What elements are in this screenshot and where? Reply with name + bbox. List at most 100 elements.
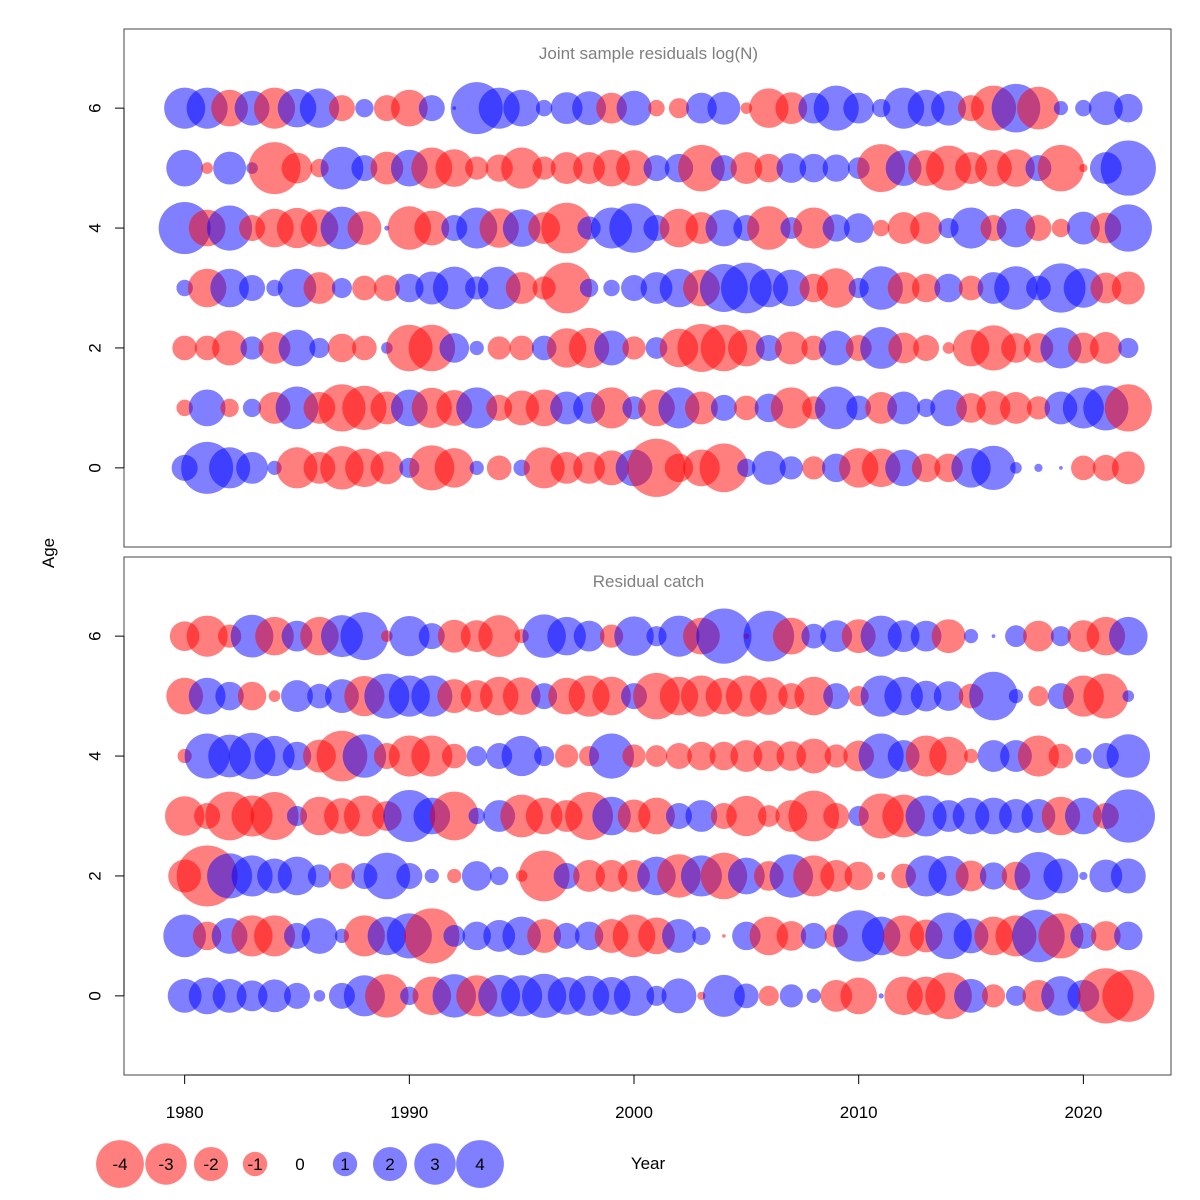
residual-bubble [424,868,439,884]
residual-bubble [843,92,875,124]
x-tick-label: 2010 [840,1103,878,1122]
y-tick-label: 2 [85,343,104,352]
x-axis-title: Year [631,1154,666,1173]
residual-bubble [573,860,606,892]
residual-bubble [702,974,745,1017]
residual-bubble [573,620,605,652]
residual-bubble [1079,163,1088,173]
residual-bubble [648,99,665,117]
residual-bubble [277,856,317,896]
residual-bubble [331,277,353,299]
residual-bubble [541,202,592,254]
residual-bubble [942,342,955,354]
residual-bubble [969,671,1018,721]
residual-bubble [758,985,779,1006]
y-tick-label: 4 [85,751,104,760]
residual-bubble [351,155,378,182]
residual-bubble [843,213,874,243]
residual-bubble [885,449,923,487]
residual-bubble [665,803,692,829]
residual-bubble [209,447,251,489]
residual-bubble [1106,734,1151,778]
residual-bubble [684,391,718,425]
y-tick-label: 2 [85,871,104,880]
residual-bubble [779,456,803,480]
residual-bubble [1066,211,1100,245]
residual-bubble [638,797,675,835]
residual-bubble [1100,140,1156,196]
residual-bubble [616,150,652,187]
residual-bubble [541,262,592,314]
y-tick-label: 6 [85,103,104,112]
legend-bubble [414,1143,456,1185]
residual-bubble [788,790,840,842]
residual-bubble [981,984,1006,1008]
residual-bubble [816,268,856,308]
residual-bubble [250,792,299,840]
residual-bubble [320,146,364,190]
residual-bubble [910,212,943,244]
residual-bubble [328,95,355,122]
legend-label: -3 [158,1155,173,1174]
residual-bubble [1111,451,1145,485]
residual-bubble [734,395,759,421]
residual-bubble [794,676,834,716]
residual-bubble [1079,871,1088,881]
residual-bubble [502,677,541,715]
residual-bubble [776,921,807,951]
residual-bubble [589,733,635,779]
residual-bubble [933,681,964,711]
residual-bubble [860,615,902,657]
residual-bubble [352,275,377,301]
residual-bubble [963,748,979,764]
legend-item: -2 [193,1146,229,1182]
residual-bubble [931,619,966,654]
residual-bubble [1088,91,1123,126]
residual-bubble [220,398,239,418]
residual-bubble [396,862,423,889]
residual-bubble [814,386,858,430]
residual-bubble [258,979,291,1013]
residual-bubble [501,735,542,777]
y-tick-label: 6 [85,631,104,640]
legend-bubble [242,1151,268,1177]
residual-bubble [1008,688,1024,704]
residual-bubble [439,333,470,363]
residual-bubble [740,102,753,114]
residual-bubble [505,272,538,304]
residual-bubble [253,915,296,957]
residual-bubble [860,326,903,369]
residual-bubble [824,744,848,768]
residual-bubble [534,745,555,767]
y-tick-label: 0 [85,463,104,472]
residual-bubble [590,387,633,429]
residual-bubble [1026,396,1051,420]
legend-bubble [372,1146,408,1182]
residual-bubble [774,331,808,365]
residual-bubble [172,335,197,361]
residual-bubble [800,922,827,949]
residual-bubble [466,745,487,767]
residual-bubble [418,623,445,650]
residual-bubble [478,615,521,658]
residual-bubble [469,460,484,475]
residual-bubble [447,868,462,884]
panels: Joint sample residuals log(N)0246Residua… [85,28,1172,1076]
residual-bubble [806,988,821,1003]
residual-bubble [954,978,988,1013]
residual-bubble [437,619,471,653]
residual-bubble [865,391,898,424]
legend-item: -3 [145,1143,187,1185]
residual-bubble [461,861,492,891]
residual-bubble [686,92,717,124]
residual-bubble [793,855,835,897]
legend-item: -1 [242,1151,268,1177]
residual-bubble [916,398,936,418]
residual-bubble [685,800,718,832]
residual-bubble [1102,969,1155,1022]
residual-bubble [465,156,489,180]
residual-bubble [1017,735,1059,777]
residual-bubble [696,608,752,664]
residual-bubble [284,982,311,1009]
legend-label: 1 [340,1155,349,1174]
